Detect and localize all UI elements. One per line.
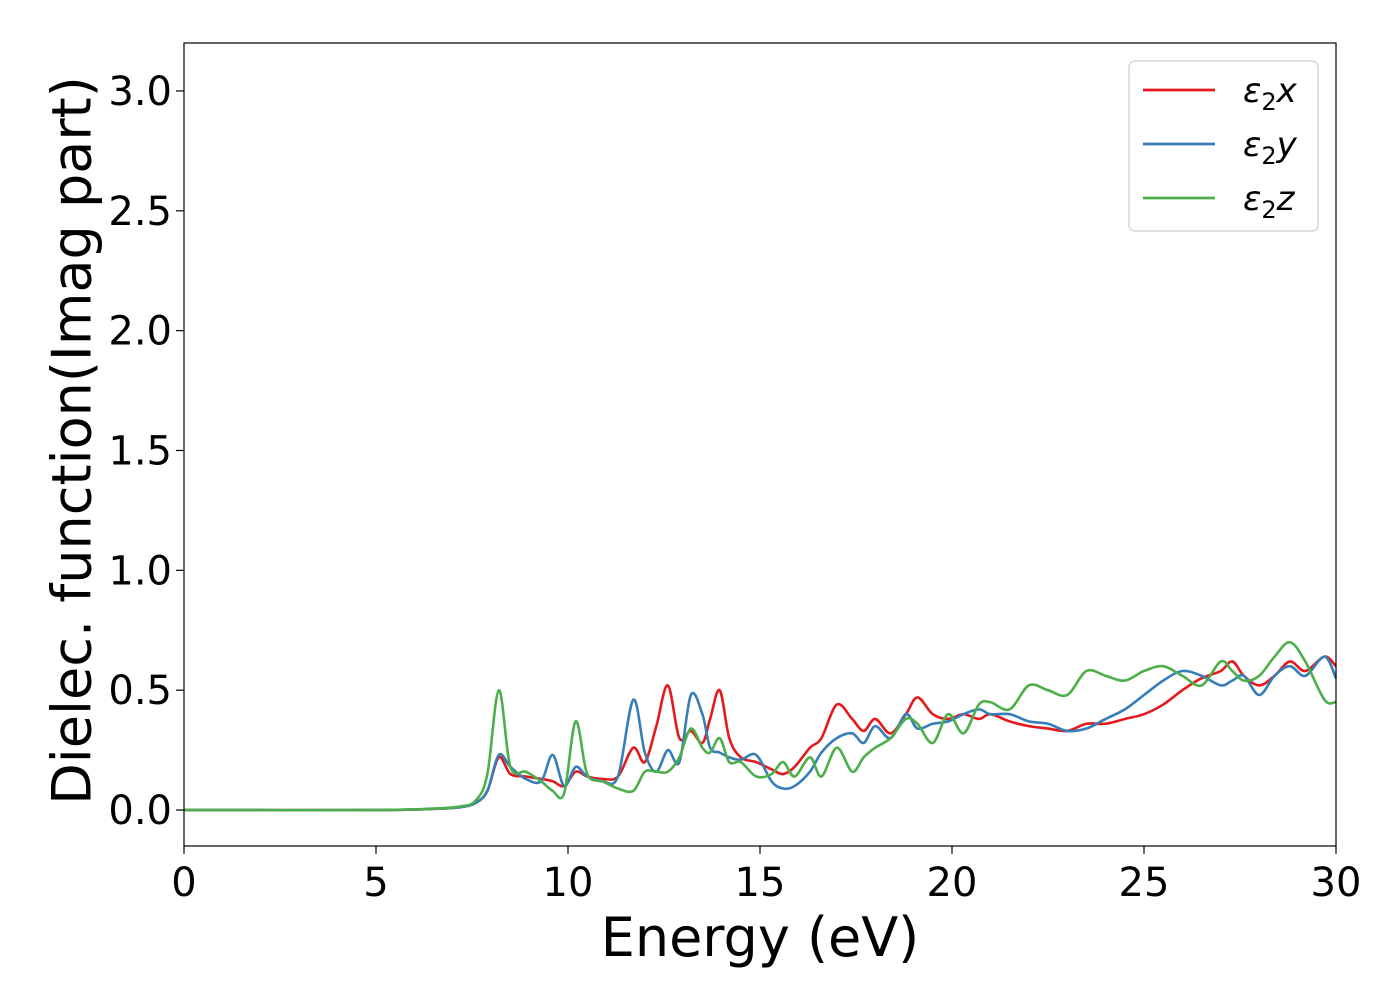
y-tick-label: 2.5 <box>108 189 172 235</box>
legend: ε2x ε2y ε2z <box>1128 60 1319 232</box>
x-axis-ticks: 0 5 10 15 20 25 30 <box>171 846 1361 906</box>
x-tick-label: 20 <box>927 860 978 906</box>
y-tick-label: 3.0 <box>108 69 172 115</box>
x-tick-label: 5 <box>363 860 388 906</box>
y-tick-label: 0.5 <box>108 668 172 714</box>
y-tick-label: 1.0 <box>108 548 172 594</box>
legend-label-z: ε2z <box>1243 179 1296 224</box>
x-tick-label: 30 <box>1311 860 1362 906</box>
plot-lines <box>183 640 1338 812</box>
legend-box <box>1128 60 1319 232</box>
y-tick-label: 1.5 <box>108 428 172 474</box>
y-axis-label: Dielec. function(Imag part) <box>41 76 104 805</box>
x-axis-label: Energy (eV) <box>601 906 920 969</box>
series-line-z <box>183 640 1337 812</box>
x-tick-label: 0 <box>171 860 196 906</box>
y-tick-label: 0.0 <box>108 788 172 834</box>
y-tick-label: 2.0 <box>108 309 172 355</box>
series-line-x <box>183 655 1337 812</box>
y-axis-ticks: 0.0 0.5 1.0 1.5 2.0 2.5 3.0 <box>108 69 184 834</box>
x-tick-label: 10 <box>543 860 594 906</box>
legend-label-y: ε2y <box>1243 125 1298 170</box>
series-line-y <box>183 655 1338 812</box>
legend-label-x: ε2x <box>1243 71 1298 116</box>
x-tick-label: 25 <box>1119 860 1170 906</box>
x-tick-label: 15 <box>735 860 786 906</box>
